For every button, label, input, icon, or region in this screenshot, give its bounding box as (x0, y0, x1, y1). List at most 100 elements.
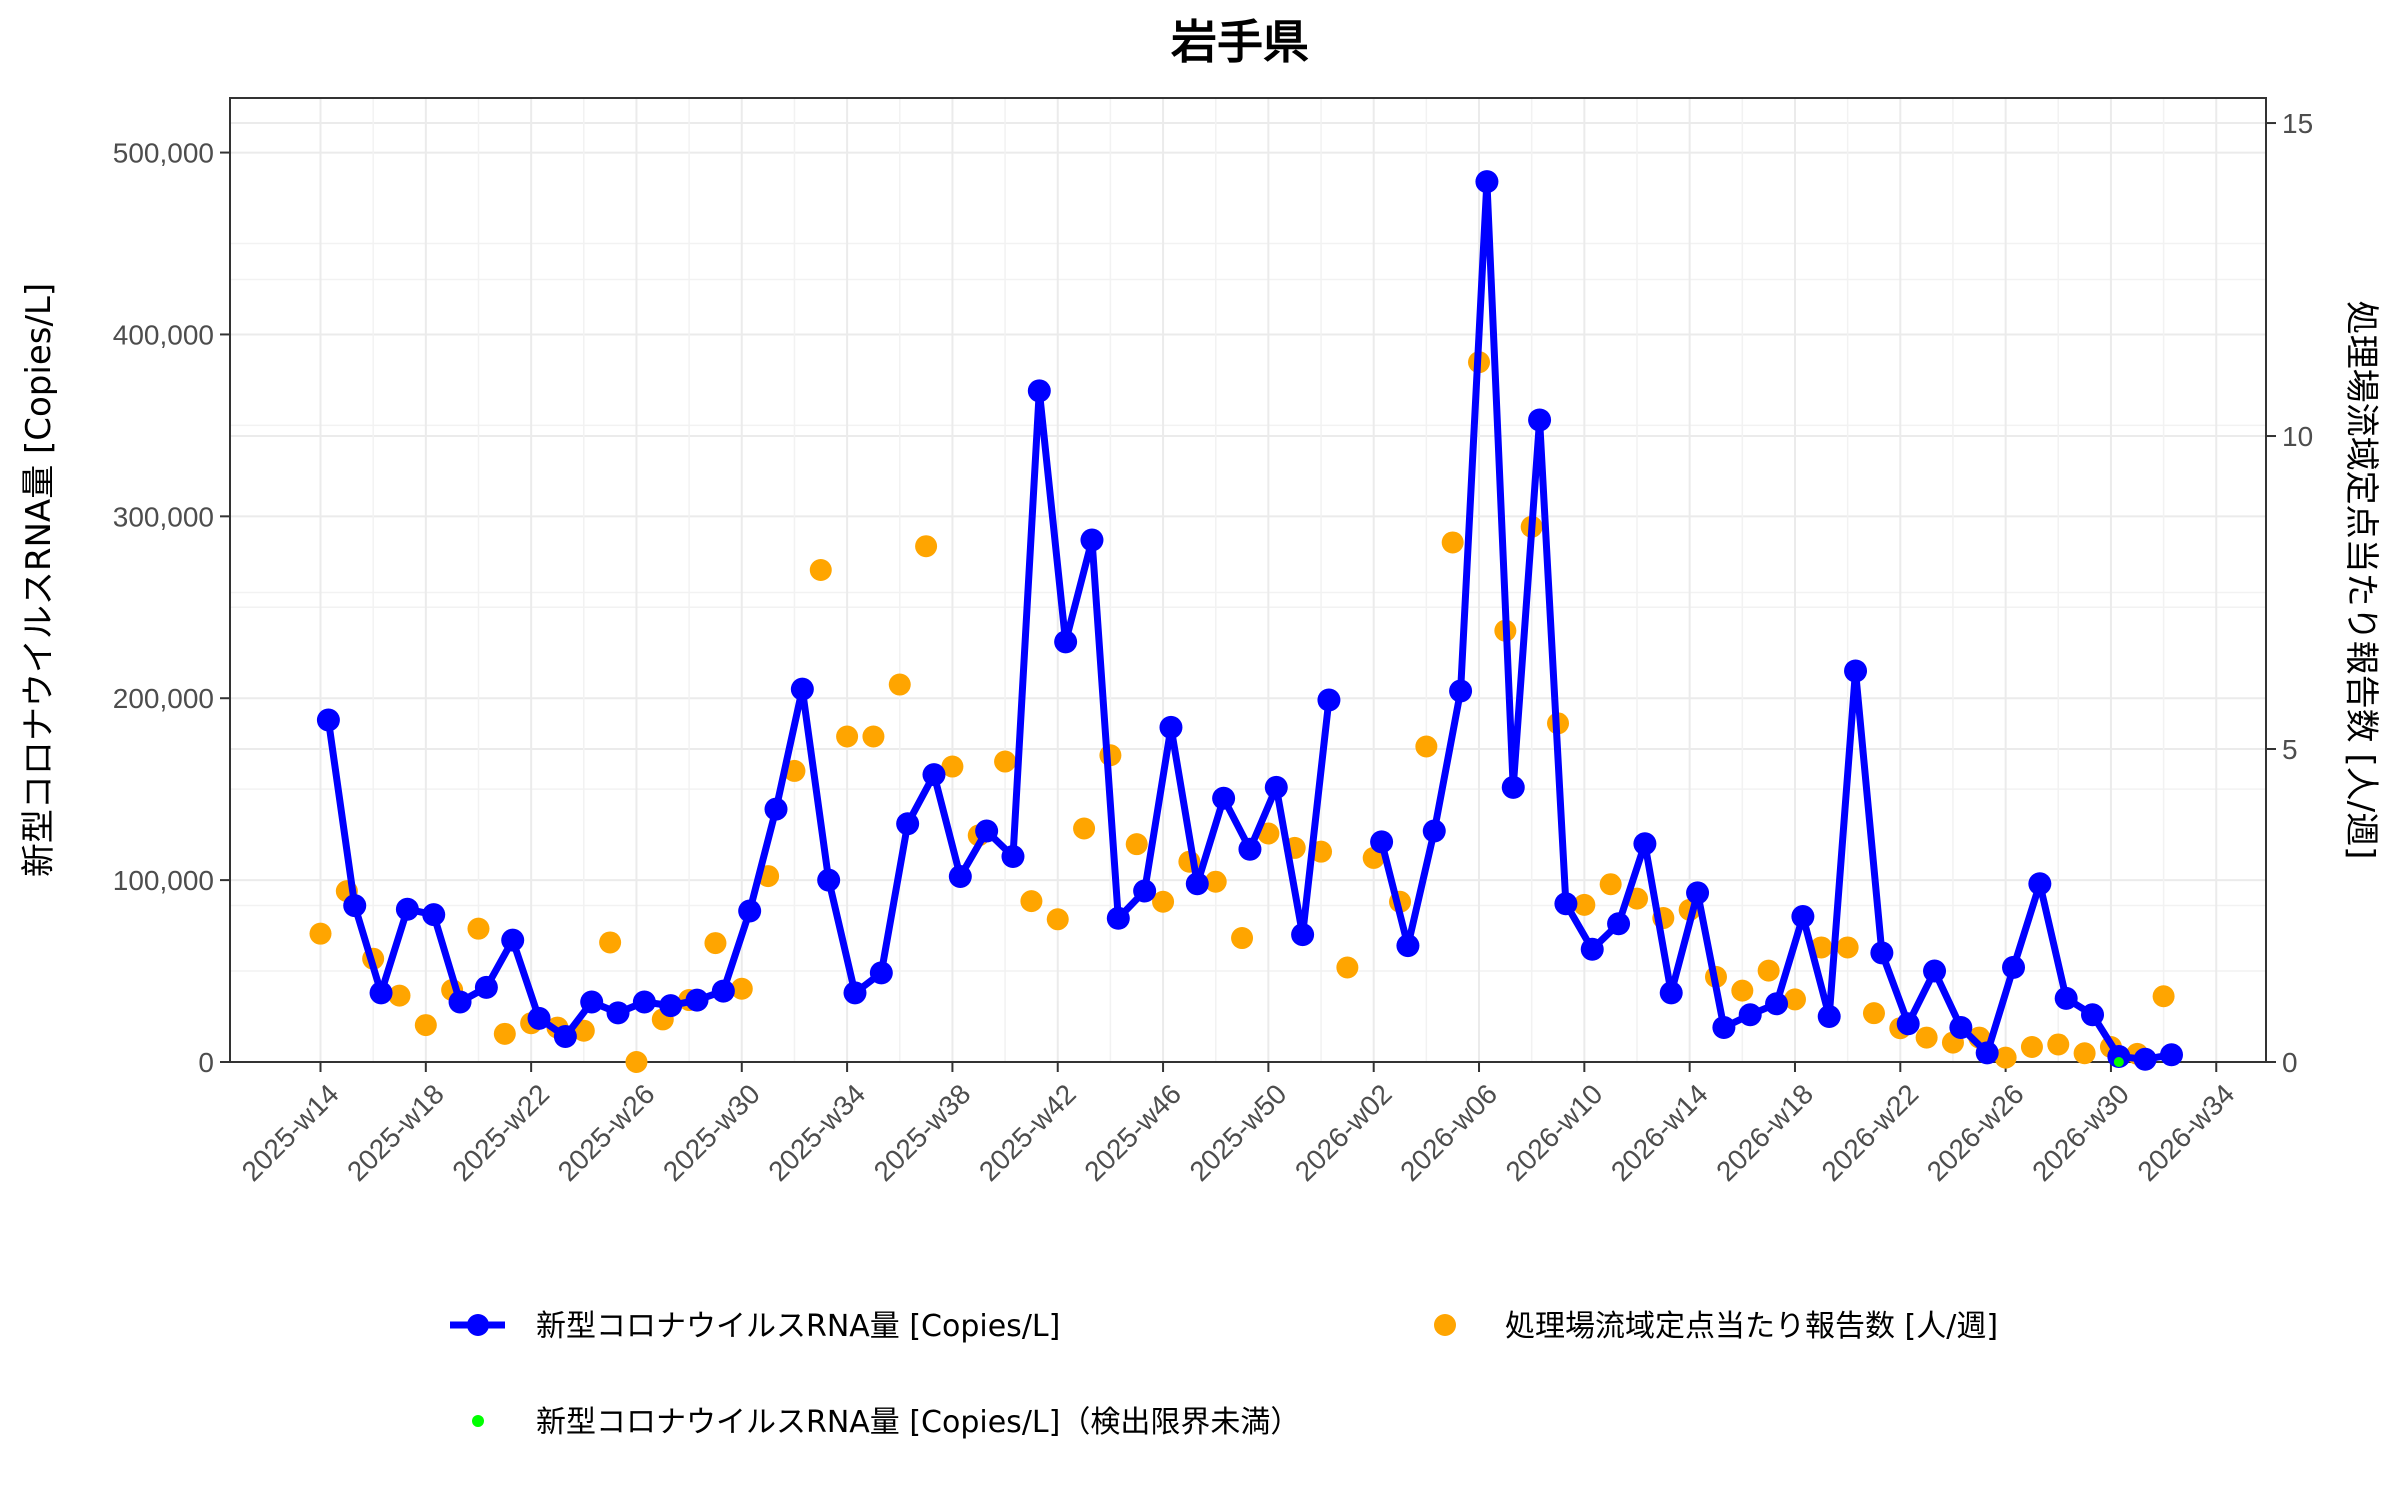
x-tick-label: 2025-w42 (973, 1078, 1082, 1187)
legend: 新型コロナウイルスRNA量 [Copies/L] 処理場流域定点当たり報告数 [… (450, 1309, 1998, 1440)
rna-point (1054, 630, 1078, 654)
report-point (862, 725, 885, 748)
x-tick-label: 2026-w34 (2131, 1078, 2240, 1187)
rna-point (1106, 906, 1130, 930)
rna-point (1317, 688, 1341, 712)
rna-point (2107, 1045, 2131, 1069)
rna-point (975, 819, 999, 843)
rna-point (659, 994, 683, 1018)
report-point (388, 984, 411, 1007)
report-point (1757, 959, 1780, 982)
report-point (1046, 908, 1069, 931)
rna-point (1923, 959, 1947, 983)
report-point (941, 755, 964, 778)
rna-point (1027, 379, 1051, 403)
legend-swatch-reports-point (1434, 1314, 1456, 1336)
y-tick-label-left: 100,000 (113, 865, 214, 896)
rna-point (2054, 986, 2078, 1010)
report-point (493, 1022, 516, 1045)
rna-point (580, 990, 604, 1014)
x-tick-label: 2025-w30 (657, 1078, 766, 1187)
rna-point (1080, 528, 1104, 552)
rna-line (1378, 178, 2173, 1063)
rna-point (817, 868, 841, 892)
rna-point (1633, 832, 1657, 856)
x-tick-label: 2026-w30 (2026, 1078, 2135, 1187)
rna-point (1607, 912, 1631, 936)
series (309, 170, 2183, 1073)
y-tick-label-right: 0 (2282, 1047, 2298, 1078)
report-point (704, 932, 727, 955)
y-tick-label-left: 200,000 (113, 683, 214, 714)
rna-point (922, 763, 946, 787)
rna-point (501, 928, 525, 952)
report-point (1994, 1046, 2017, 1069)
rna-point (843, 981, 867, 1005)
x-axis: 2025-w142025-w182025-w222025-w262025-w30… (236, 1062, 2240, 1187)
rna-point (316, 708, 340, 732)
report-point (888, 673, 911, 696)
report-point (836, 725, 859, 748)
rna-point (1422, 819, 1446, 843)
report-point (1125, 833, 1148, 856)
rna-point (1870, 941, 1894, 965)
report-point (1336, 956, 1359, 979)
report-point (915, 535, 938, 558)
rna-point (395, 897, 419, 921)
rna-point (527, 1006, 551, 1030)
rna-point (1712, 1015, 1736, 1039)
report-point (1152, 890, 1175, 913)
report-point (2073, 1042, 2096, 1065)
report-point (730, 977, 753, 1000)
rna-point (738, 899, 762, 923)
rna-point (764, 797, 788, 821)
rna-point (1159, 715, 1183, 739)
x-tick-label: 2025-w50 (1184, 1078, 1293, 1187)
rna-point (1396, 934, 1420, 958)
x-tick-label: 2026-w06 (1394, 1078, 1503, 1187)
rna-point (1817, 1005, 1841, 1029)
rna-point (343, 894, 367, 918)
rna-point (1212, 786, 1236, 810)
rna-point (2133, 1047, 2157, 1071)
report-point (1020, 890, 1043, 913)
report-point (599, 931, 622, 954)
rna-point (711, 979, 735, 1003)
y-tick-label-left: 0 (198, 1047, 214, 1078)
legend-label-rna: 新型コロナウイルスRNA量 [Copies/L] (536, 1309, 1060, 1344)
x-tick-label: 2026-w02 (1289, 1078, 1398, 1187)
x-tick-label: 2025-w38 (868, 1078, 977, 1187)
report-point (1441, 531, 1464, 554)
report-point (1862, 1002, 1885, 1025)
legend-item-rna: 新型コロナウイルスRNA量 [Copies/L] (450, 1309, 1060, 1344)
x-tick-label: 2025-w18 (341, 1078, 450, 1187)
rna-point (1501, 775, 1525, 799)
report-point (2020, 1035, 2043, 1058)
rna-point (1291, 923, 1315, 947)
x-tick-label: 2026-w26 (1921, 1078, 2030, 1187)
rna-point (1238, 837, 1262, 861)
x-tick-label: 2025-w22 (446, 1078, 555, 1187)
rna-point (632, 990, 656, 1014)
rna-point (448, 990, 472, 1014)
rna-point (2159, 1043, 2183, 1067)
right-axis: 0 5 10 15 (2266, 108, 2313, 1078)
x-tick-label: 2026-w18 (1710, 1078, 1819, 1187)
rna-point (1449, 679, 1473, 703)
rna-point (948, 864, 972, 888)
report-point (467, 917, 490, 940)
x-tick-label: 2026-w14 (1605, 1078, 1714, 1187)
x-tick-label: 2025-w46 (1078, 1078, 1187, 1187)
report-point (2047, 1033, 2070, 1056)
legend-swatch-below-limit-point (472, 1415, 484, 1427)
legend-swatch-rna-point (467, 1314, 489, 1336)
rna-point (2081, 1003, 2105, 1027)
report-point (1415, 735, 1438, 758)
report-point (625, 1051, 648, 1073)
x-tick-label: 2025-w14 (236, 1078, 345, 1187)
rna-point (869, 961, 893, 985)
rna-point (1765, 992, 1789, 1016)
rna-point (606, 1001, 630, 1025)
rna-point (1896, 1012, 1920, 1036)
